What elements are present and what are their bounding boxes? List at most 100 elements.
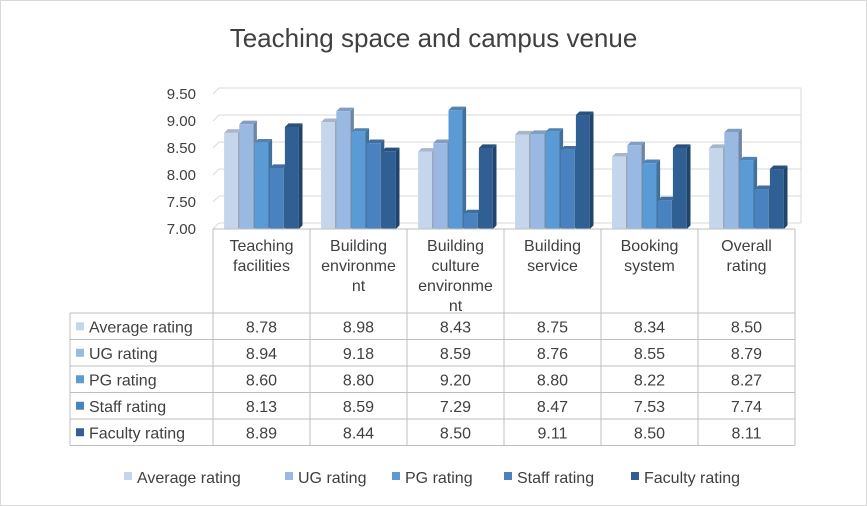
table-cell: 8.59: [440, 346, 471, 363]
table-cell: 9.20: [440, 372, 471, 389]
table-row-label: Average rating: [89, 319, 193, 336]
category-label: Building: [427, 238, 484, 255]
legend-swatch: [124, 472, 132, 480]
bar-top: [366, 139, 385, 144]
category-label: facilities: [233, 258, 290, 275]
category-label: system: [624, 258, 675, 275]
table-cell: 8.34: [634, 319, 665, 336]
bar: [530, 133, 545, 229]
legend-label: Faculty rating: [644, 470, 740, 487]
bar-side: [589, 111, 594, 229]
bar-top: [515, 130, 533, 135]
bar-top: [560, 146, 579, 150]
bar: [560, 149, 575, 229]
bar: [463, 213, 478, 229]
bar-top: [627, 141, 645, 146]
bar: [284, 126, 299, 229]
gridline-depth: [212, 195, 220, 203]
gridline-depth: [212, 87, 220, 95]
bar-top: [754, 185, 773, 190]
table-cell: 8.47: [537, 399, 568, 416]
bar-side: [395, 147, 400, 229]
bar: [739, 160, 754, 229]
bar-top: [239, 120, 257, 125]
bar-top: [448, 106, 467, 111]
bar: [418, 151, 433, 229]
table-cell: 8.27: [731, 372, 762, 389]
bar-top: [351, 128, 370, 132]
legend-swatch: [392, 472, 400, 480]
bar-top: [433, 139, 451, 144]
table-cell: 8.50: [634, 425, 665, 442]
bar: [657, 200, 672, 229]
bar: [769, 169, 784, 229]
row-swatch: [76, 375, 84, 384]
bar-top: [657, 196, 676, 201]
y-tick-label: 7.50: [167, 194, 196, 211]
row-swatch: [76, 401, 84, 410]
table-cell: 8.43: [440, 319, 471, 336]
bar-top: [336, 107, 354, 112]
category-label: Booking: [621, 238, 679, 255]
y-tick-label: 7.00: [167, 221, 196, 238]
bar-top: [672, 144, 691, 148]
legend-swatch: [285, 472, 293, 480]
bar-top: [545, 128, 564, 132]
table-cell: 8.75: [537, 319, 568, 336]
bar-top: [769, 165, 788, 170]
table-cell: 8.22: [634, 372, 665, 389]
category-label: Teaching: [229, 238, 293, 255]
table-row-label: PG rating: [89, 372, 157, 389]
table-cell: 8.94: [246, 346, 277, 363]
bar-top: [224, 129, 242, 133]
y-tick-label: 8.50: [167, 140, 196, 157]
bar: [351, 131, 366, 229]
bar-side: [462, 106, 467, 229]
bar-top: [321, 118, 339, 123]
category-label: environme: [418, 278, 493, 295]
bar-top: [381, 147, 400, 152]
table-cell: 9.18: [343, 346, 374, 363]
legend-swatch: [631, 472, 639, 480]
table-cell: 8.78: [246, 319, 277, 336]
bar: [612, 156, 627, 229]
gridline-depth: [212, 222, 220, 230]
table-cell: 8.76: [537, 346, 568, 363]
legend-label: Staff rating: [517, 470, 594, 487]
bar: [515, 134, 530, 229]
bar-top: [418, 148, 436, 152]
bar: [754, 189, 769, 229]
category-label: Building: [524, 238, 581, 255]
bar-side: [492, 144, 497, 229]
bar: [724, 132, 739, 229]
table-cell: 7.29: [440, 399, 471, 416]
bar: [366, 143, 381, 229]
table-row-label: UG rating: [89, 346, 157, 363]
category-label: rating: [726, 258, 766, 275]
bar: [336, 111, 351, 229]
category-label: service: [527, 258, 578, 275]
table-cell: 7.74: [731, 399, 762, 416]
table-cell: 8.60: [246, 372, 277, 389]
gridline-depth: [212, 141, 220, 149]
bar-side: [783, 165, 788, 229]
category-label: Overall: [721, 238, 772, 255]
bar: [239, 124, 254, 229]
bar-top: [612, 153, 630, 157]
chart-title: Teaching space and campus venue: [230, 23, 638, 53]
table-cell: 8.55: [634, 346, 665, 363]
bar: [627, 145, 642, 229]
bar-top: [478, 144, 497, 148]
row-swatch: [76, 348, 84, 357]
bar: [254, 142, 269, 229]
bar-top: [739, 156, 758, 161]
table-cell: 8.79: [731, 346, 762, 363]
bar-top: [575, 111, 594, 116]
table-cell: 8.11: [732, 425, 762, 442]
bar-top: [254, 139, 273, 143]
bar: [381, 151, 396, 229]
category-label: nt: [449, 298, 463, 315]
bar: [478, 148, 493, 229]
